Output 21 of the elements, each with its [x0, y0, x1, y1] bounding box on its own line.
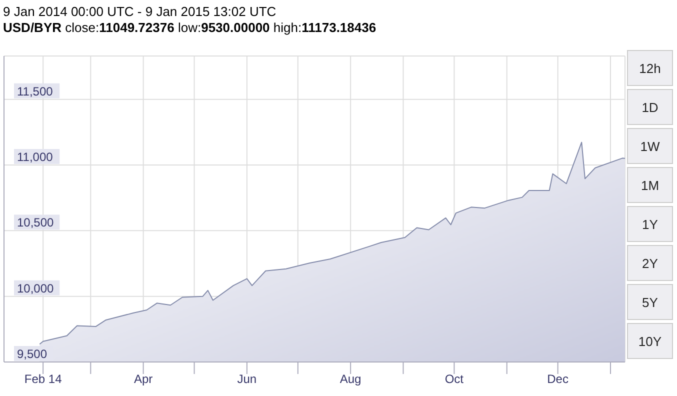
y-tick-label: 9,500 — [17, 347, 48, 361]
y-tick-label: 11,500 — [17, 84, 54, 98]
range-button: 2Y — [627, 245, 673, 281]
chart-title: 9 Jan 2014 00:00 UTC - 9 Jan 2015 13:02 UTC — [3, 4, 276, 19]
text: USD/BYR close:11049.72376 low:9530.00000 high:11173.18436 — [3, 20, 376, 35]
range-button: 1D — [627, 89, 673, 125]
x-tick-label: Jun — [237, 372, 257, 386]
x-tick-label: Apr — [134, 372, 153, 386]
y-tick-label: 10,000 — [17, 281, 54, 296]
range-button: 1M — [627, 167, 673, 203]
range-button: 1Y — [627, 206, 673, 242]
x-tick-label: Oct — [444, 372, 464, 386]
x-tick-label: Dec — [547, 372, 568, 386]
range-button: 5Y — [627, 284, 673, 320]
range-button: 1W — [627, 128, 673, 164]
y-tick-label: 11,000 — [17, 150, 54, 164]
x-tick-label: Aug — [340, 372, 362, 386]
range-button: 12h — [627, 50, 673, 86]
range-button: 10Y — [627, 323, 673, 359]
y-tick-label: 10,500 — [17, 216, 54, 230]
x-tick-label: Feb 14 — [24, 372, 62, 386]
